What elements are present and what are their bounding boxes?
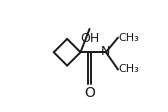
Text: N: N: [101, 45, 111, 58]
Text: CH₃: CH₃: [119, 64, 140, 74]
Text: CH₃: CH₃: [119, 33, 140, 43]
Text: OH: OH: [80, 32, 99, 45]
Text: O: O: [84, 86, 95, 100]
